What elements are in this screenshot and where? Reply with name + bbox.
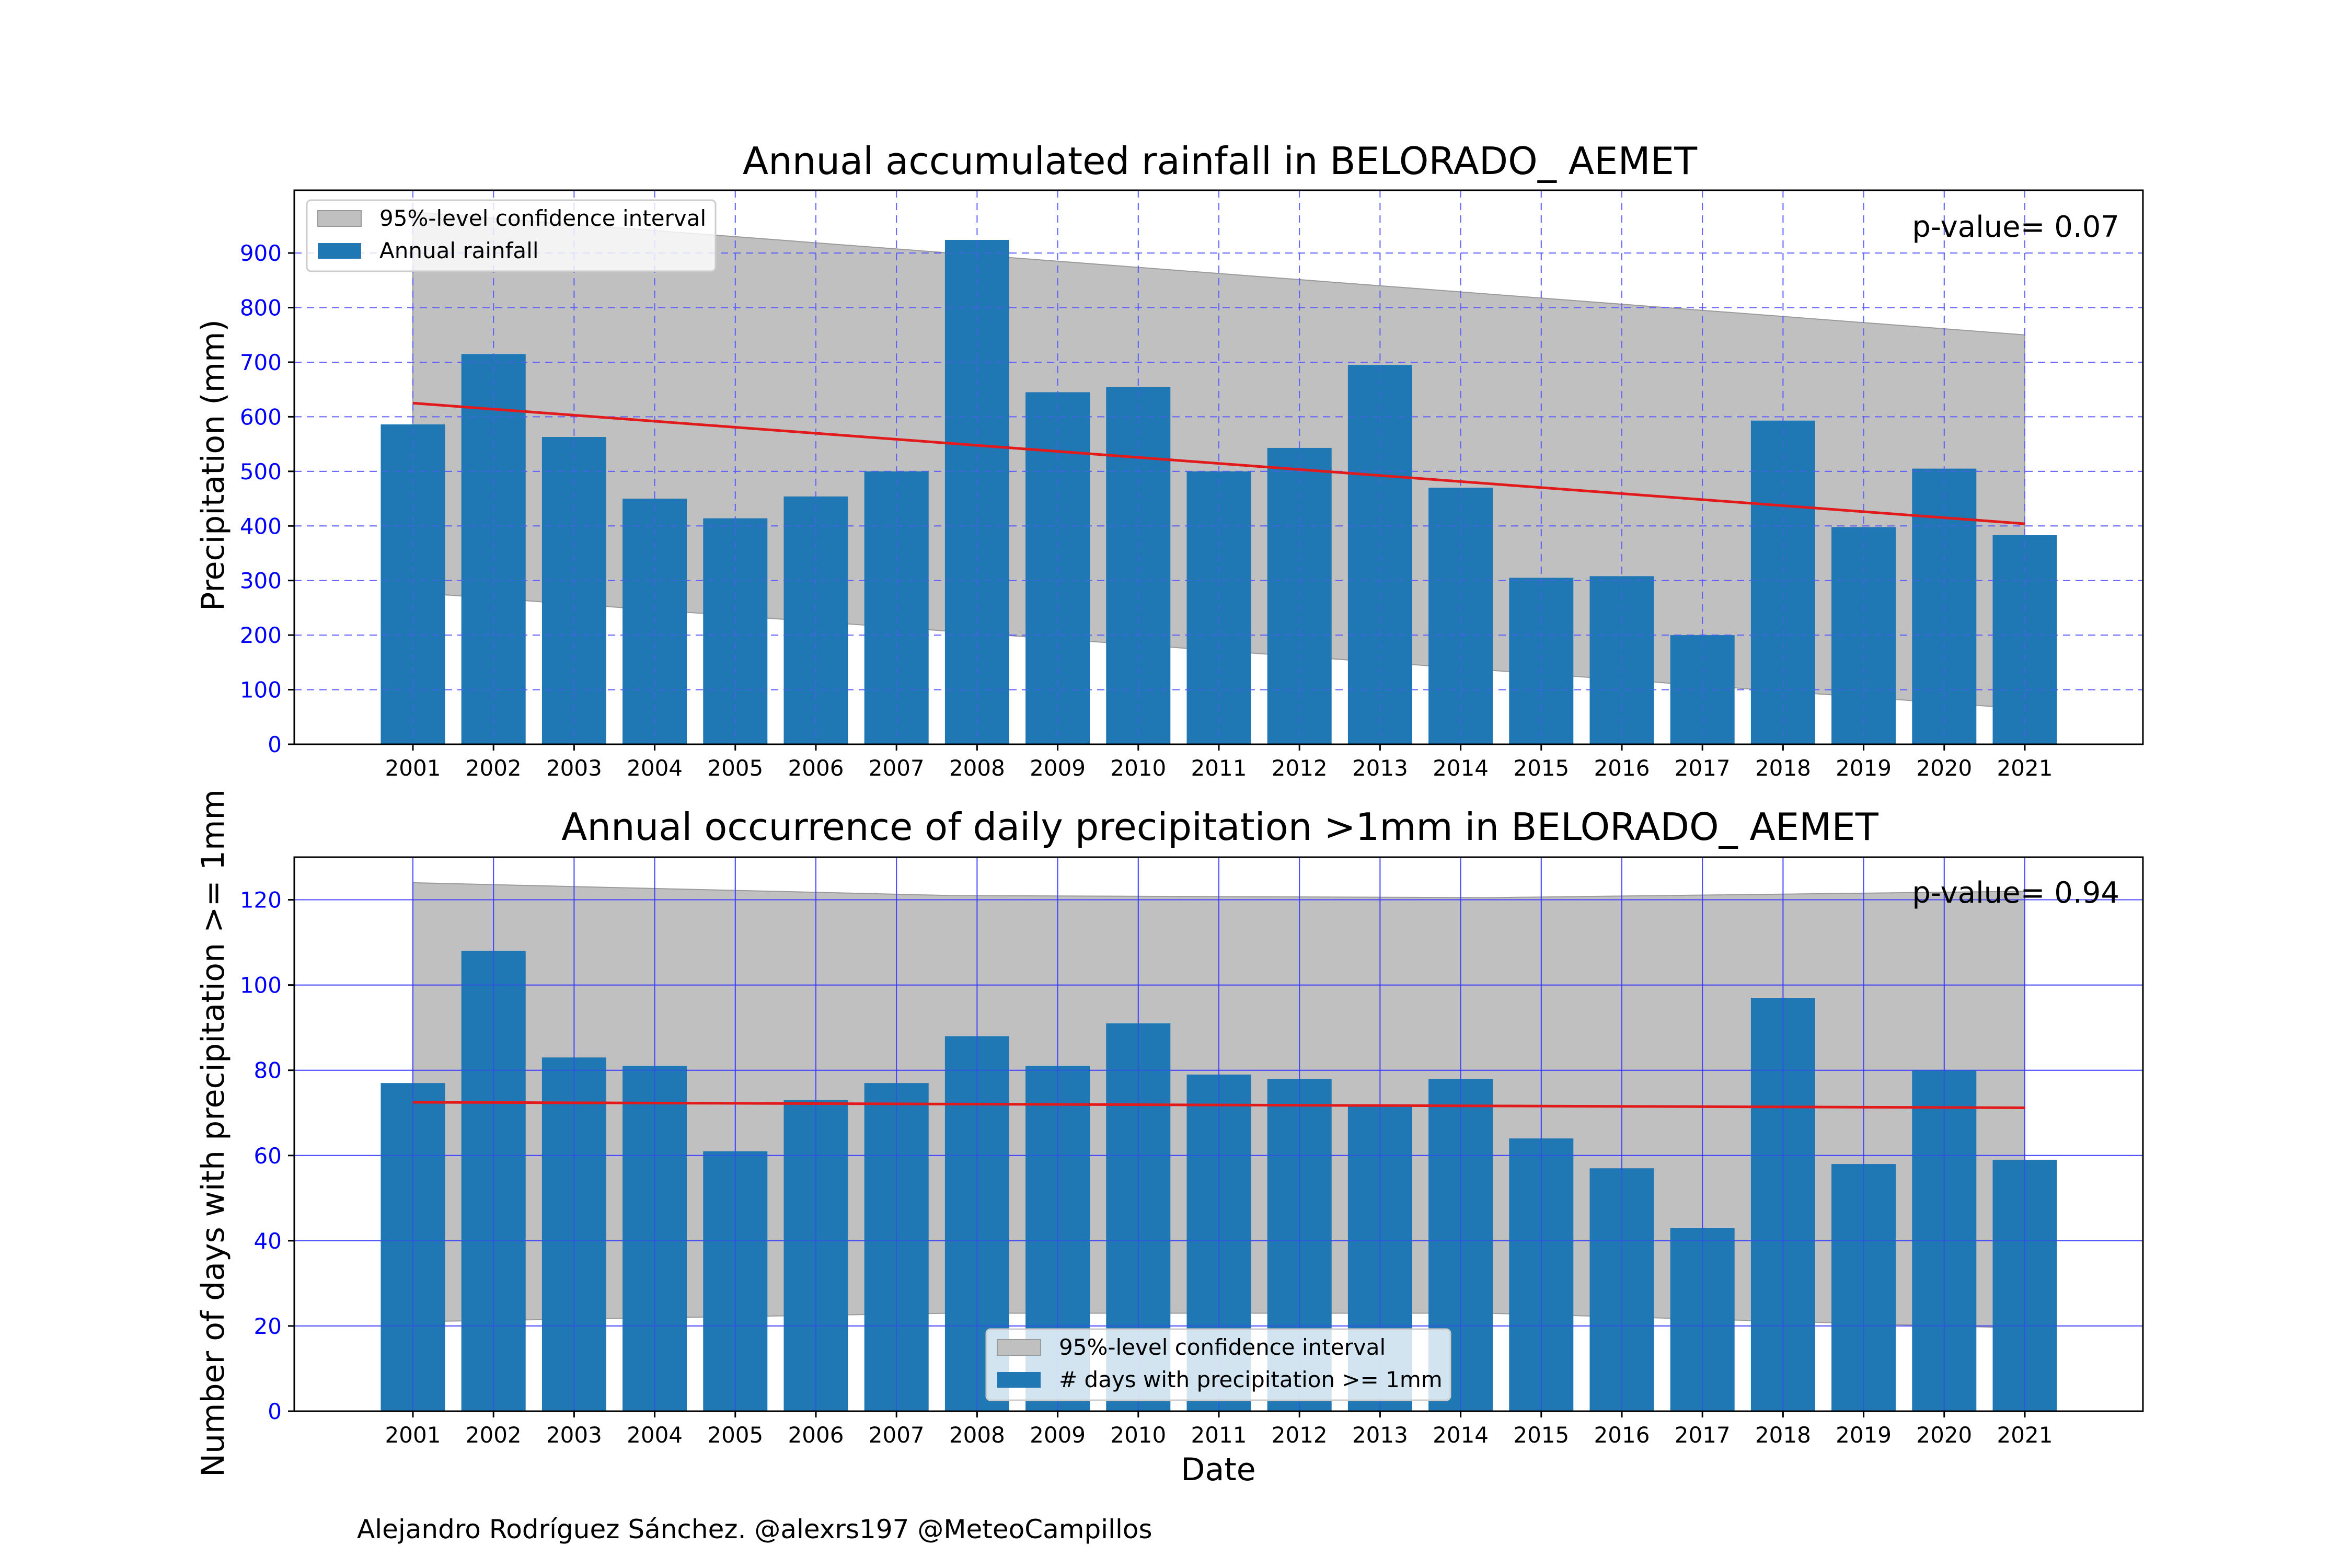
rainfall-y-ticks: 0 100 200 300 400 500 600 700 800 900 [240,240,294,757]
x-tick-label: 2021 [1997,755,2053,781]
legend-band-label: 95%-level confidence interval [379,205,706,231]
y-tick-label: 20 [254,1313,282,1339]
y-tick-label: 100 [240,973,282,998]
y-tick-label: 800 [240,295,282,321]
x-tick-label: 2019 [1836,755,1892,781]
rainy-days-chart: Annual occurrence of daily precipitation… [195,789,2144,1488]
y-tick-label: 300 [240,568,282,594]
x-tick-label: 2013 [1352,1422,1408,1448]
legend-bar-swatch [997,1372,1041,1388]
y-tick-label: 60 [254,1143,282,1169]
rainfall-bars [294,190,2143,744]
rainy-days-x-axis-label: Date [1181,1451,1255,1488]
x-tick-label: 2020 [1916,755,1972,781]
x-tick-label: 2010 [1110,755,1166,781]
rainy-days-p-value: p-value= 0.94 [1912,876,2119,910]
rainy-days-x-ticks: 2001 2002 2003 2004 2005 2006 2007 2008 2009 2010… [385,1411,2053,1448]
x-tick-label: 2017 [1675,755,1731,781]
x-tick-label: 2003 [546,755,602,781]
x-tick-label: 2004 [627,755,683,781]
x-tick-label: 2008 [949,755,1005,781]
y-tick-label: 600 [240,404,282,430]
x-tick-label: 2001 [385,1422,441,1448]
x-tick-label: 2009 [1030,755,1086,781]
rainfall-legend: 95%-level confidence interval Annual rai… [306,199,717,272]
y-tick-label: 100 [240,677,282,703]
x-tick-label: 2015 [1513,1422,1569,1448]
trend-line [412,1101,2025,1109]
x-tick-label: 2021 [1997,1422,2053,1448]
x-tick-label: 2019 [1836,1422,1892,1448]
x-tick-label: 2016 [1594,755,1650,781]
legend-band-label: 95%-level confidence interval [1059,1334,1386,1360]
rainfall-trend [412,401,2025,525]
x-tick-label: 2011 [1191,1422,1247,1448]
x-tick-label: 2017 [1675,1422,1731,1448]
x-tick-label: 2004 [627,1422,683,1448]
legend-band-swatch [997,1339,1041,1356]
x-tick-label: 2016 [1594,1422,1650,1448]
x-tick-label: 2002 [466,755,522,781]
x-tick-label: 2011 [1191,755,1247,781]
rainy-days-legend: 95%-level confidence interval # days wit… [985,1328,1451,1401]
author-credit: Alejandro Rodríguez Sánchez. @alexrs197 … [357,1514,1152,1544]
x-tick-label: 2010 [1110,1422,1166,1448]
bar-2010 [1106,386,1171,744]
x-tick-label: 2012 [1272,1422,1328,1448]
x-tick-label: 2014 [1433,755,1489,781]
y-tick-label: 0 [268,1399,282,1424]
x-tick-label: 2014 [1433,1422,1489,1448]
y-tick-label: 80 [254,1058,282,1083]
y-tick-label: 40 [254,1228,282,1254]
legend-band-swatch [317,210,362,227]
x-tick-label: 2006 [788,1422,844,1448]
y-tick-label: 900 [240,240,282,266]
x-tick-label: 2015 [1513,755,1569,781]
trend-line [412,401,2025,525]
rainy-days-chart-title: Annual occurrence of daily precipitation… [561,805,1879,849]
y-tick-label: 400 [240,513,282,539]
x-tick-label: 2006 [788,755,844,781]
y-tick-label: 200 [240,622,282,648]
x-tick-label: 2007 [869,1422,925,1448]
x-tick-label: 2018 [1755,755,1811,781]
y-tick-label: 700 [240,350,282,375]
y-tick-label: 120 [240,887,282,913]
y-tick-label: 500 [240,459,282,485]
rainy-days-trend [412,1101,2025,1109]
legend-bar-label: # days with precipitation >= 1mm [1059,1367,1443,1392]
legend-bar-swatch [318,243,361,259]
rainy-days-y-axis-label: Number of days with precipitation >= 1mm [195,789,232,1477]
rainfall-chart-title: Annual accumulated rainfall in BELORADO_… [743,139,1698,183]
x-tick-label: 2003 [546,1422,602,1448]
rainfall-p-value: p-value= 0.07 [1912,210,2119,244]
x-tick-label: 2009 [1030,1422,1086,1448]
x-tick-label: 2020 [1916,1422,1972,1448]
x-tick-label: 2001 [385,755,441,781]
x-tick-label: 2013 [1352,755,1408,781]
legend-bar-label: Annual rainfall [379,238,539,263]
rainfall-y-axis-label: Precipitation (mm) [195,319,232,611]
x-tick-label: 2012 [1272,755,1328,781]
rainfall-x-ticks: 2001 2002 2003 2004 2005 2006 2007 2008 2009 2010… [385,744,2053,781]
y-tick-label: 0 [268,732,282,757]
x-tick-label: 2005 [707,1422,763,1448]
x-tick-label: 2005 [707,755,763,781]
x-tick-label: 2007 [869,755,925,781]
x-tick-label: 2008 [949,1422,1005,1448]
rainy-days-y-ticks: 0 20 40 60 80 100 120 [240,887,294,1424]
x-tick-label: 2018 [1755,1422,1811,1448]
x-tick-label: 2002 [466,1422,522,1448]
rainfall-chart: Annual accumulated rainfall in BELORADO_… [195,139,2144,781]
